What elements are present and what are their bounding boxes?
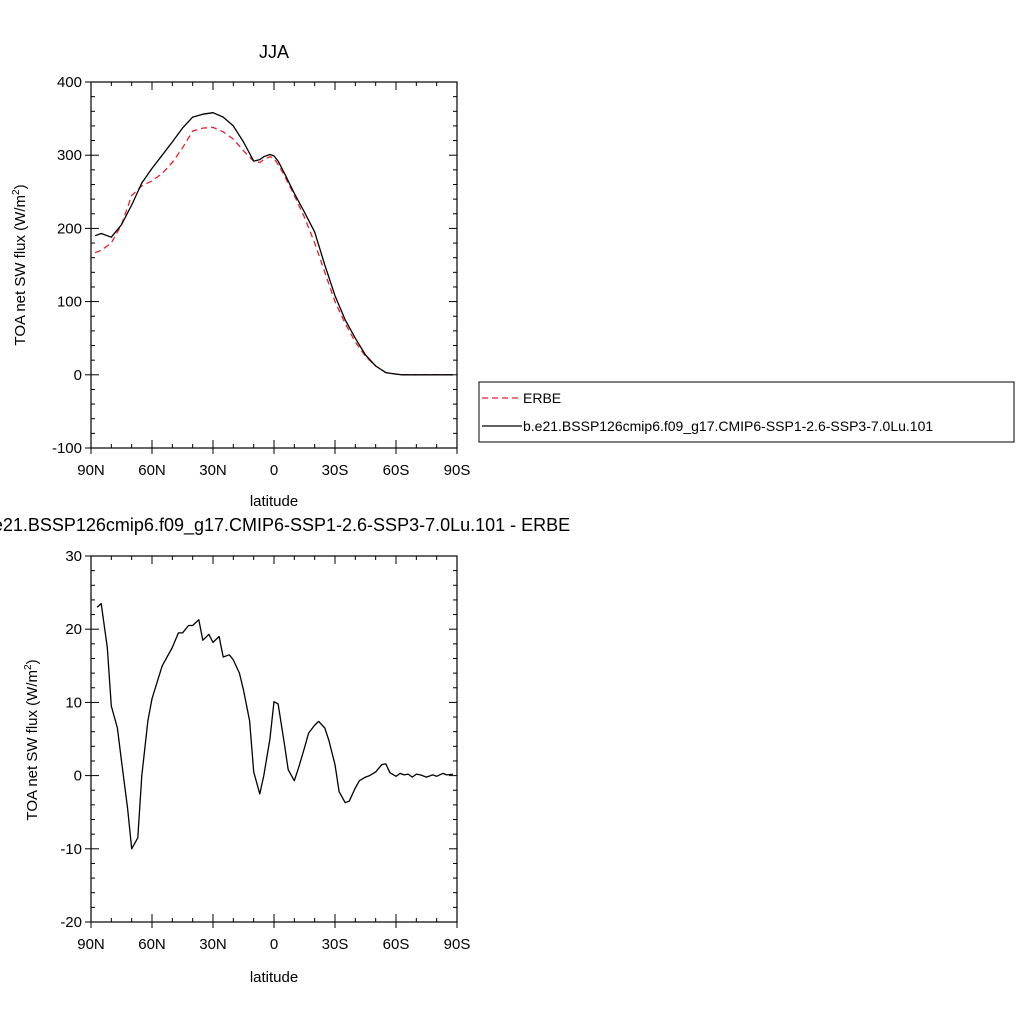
series-line-top-1 [94, 112, 453, 376]
x-tick-label-top: 0 [270, 462, 278, 479]
y-tick-label-bottom: 0 [74, 768, 82, 785]
series-layer-top [94, 112, 453, 376]
y-tick-label-top: -100 [52, 440, 82, 457]
x-axis-title-bottom: latitude [250, 969, 298, 986]
y-ticks-top: -100 0 100 200 300 400 [52, 74, 457, 457]
x-tick-label-bottom: 60N [138, 936, 166, 953]
x-tick-label-bottom: 90S [444, 936, 471, 953]
panel-bottom: b.e21.BSSP126cmip6.f09_g17.CMIP6-SSP1-2.… [0, 515, 570, 986]
x-tick-label-bottom: 30S [322, 936, 349, 953]
y-axis-title-top-close: ) [12, 184, 29, 189]
x-tick-label-top: 90S [444, 462, 471, 479]
y-ticks-bottom: -20 -10 0 10 20 30 [60, 548, 457, 931]
y-axis-title-bottom-main: TOA net SW flux (W/m [24, 670, 41, 821]
y-axis-title-bottom: TOA net SW flux (W/m2) [23, 659, 41, 820]
y-axis-title-top: TOA net SW flux (W/m2) [11, 184, 29, 345]
y-axis-title-bottom-close: ) [24, 659, 41, 664]
x-tick-label-top: 60S [383, 462, 410, 479]
x-ticks-top: 90N 60N 30N 0 30S 60S 90S [77, 82, 470, 479]
y-tick-label-bottom: -20 [60, 914, 82, 931]
chart-title-bottom: b.e21.BSSP126cmip6.f09_g17.CMIP6-SSP1-2.… [0, 515, 570, 536]
y-tick-label-bottom: 10 [65, 694, 82, 711]
y-tick-label-top: 300 [57, 147, 82, 164]
y-axis-title-bottom-sup: 2 [23, 664, 34, 670]
y-tick-label-top: 400 [57, 74, 82, 91]
y-tick-label-top: 200 [57, 220, 82, 237]
y-tick-label-bottom: -10 [60, 841, 82, 858]
x-axis-title-top: latitude [250, 493, 298, 510]
x-tick-label-bottom: 60S [383, 936, 410, 953]
x-tick-label-bottom: 0 [270, 936, 278, 953]
series-line-top-0 [94, 126, 453, 376]
x-tick-label-top: 60N [138, 462, 166, 479]
y-tick-label-bottom: 20 [65, 621, 82, 638]
panel-top: JJA 90N 60N 30N 0 30S 60S 90S -100 0 100 200 300 40… [11, 42, 1015, 510]
series-line-bottom-0 [96, 602, 453, 850]
chart-title-top: JJA [259, 42, 289, 62]
y-tick-label-bottom: 30 [65, 548, 82, 565]
legend: ERBE b.e21.BSSP126cmip6.f09_g17.CMIP6-SS… [478, 381, 1015, 443]
x-tick-label-bottom: 90N [77, 936, 105, 953]
y-tick-label-top: 0 [74, 367, 82, 384]
legend-label-erbe: ERBE [523, 390, 561, 406]
series-layer-bottom [96, 602, 453, 850]
x-tick-label-bottom: 30N [199, 936, 227, 953]
x-tick-label-top: 90N [77, 462, 105, 479]
legend-box [478, 381, 1015, 443]
x-tick-label-top: 30S [322, 462, 349, 479]
y-axis-title-top-main: TOA net SW flux (W/m [12, 195, 29, 346]
x-tick-label-top: 30N [199, 462, 227, 479]
legend-label-model: b.e21.BSSP126cmip6.f09_g17.CMIP6-SSP1-2.… [523, 418, 933, 434]
plot-frame-top [90, 81, 458, 449]
x-ticks-bottom: 90N 60N 30N 0 30S 60S 90S [77, 556, 470, 953]
y-tick-label-top: 100 [57, 294, 82, 311]
y-axis-title-top-sup: 2 [11, 189, 22, 195]
